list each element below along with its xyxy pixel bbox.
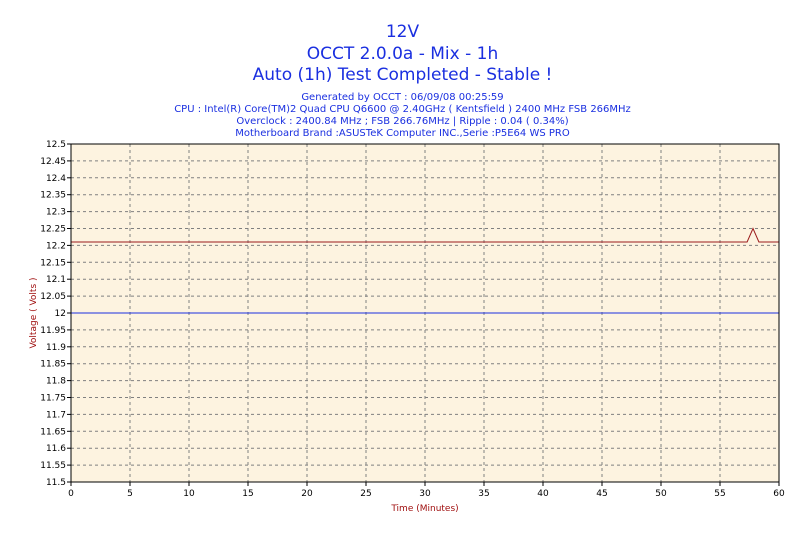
x-tick-label: 25 xyxy=(360,489,371,499)
y-tick-label: 12.1 xyxy=(46,275,66,285)
x-tick-label: 35 xyxy=(478,489,489,499)
x-tick-label: 50 xyxy=(655,489,667,499)
y-tick-label: 12.25 xyxy=(40,225,66,235)
y-tick-label: 12.3 xyxy=(46,208,66,218)
x-tick-label: 10 xyxy=(183,489,195,499)
y-tick-label: 11.5 xyxy=(46,478,66,488)
test-status: Auto (1h) Test Completed - Stable ! xyxy=(252,65,553,85)
y-tick-label: 11.85 xyxy=(40,360,66,370)
series-layer xyxy=(71,227,779,314)
chart-subtitle: OCCT 2.0.0a - Mix - 1h xyxy=(306,44,499,64)
y-tick-label: 12.45 xyxy=(40,157,66,167)
x-tick-label: 40 xyxy=(537,489,549,499)
y-tick-label: 11.75 xyxy=(40,394,66,404)
x-tick-label: 60 xyxy=(773,489,785,499)
y-tick-label: 12.4 xyxy=(46,174,66,184)
x-tick-label: 20 xyxy=(301,489,313,499)
y-tick-label: 12.2 xyxy=(46,241,66,251)
y-tick-label: 12 xyxy=(55,309,66,319)
x-tick-label: 15 xyxy=(242,489,253,499)
x-axis: 0 5 10 15 20 25 30 35 40 45 50 55 60 xyxy=(68,482,785,499)
x-axis-label: Time (Minutes) xyxy=(390,504,458,514)
x-tick-label: 45 xyxy=(596,489,607,499)
y-tick-label: 12.35 xyxy=(40,191,66,201)
cpu-info: CPU : Intel(R) Core(TM)2 Quad CPU Q6600 … xyxy=(174,104,631,115)
y-tick-label: 12.05 xyxy=(40,292,66,302)
x-tick-label: 0 xyxy=(68,489,74,499)
y-tick-label: 11.9 xyxy=(46,343,66,353)
y-tick-label: 12.5 xyxy=(46,140,66,150)
y-tick-label: 11.95 xyxy=(40,326,66,336)
y-tick-label: 11.8 xyxy=(46,377,66,387)
chart-title: 12V xyxy=(385,22,420,42)
generated-info: Generated by OCCT : 06/09/08 00:25:59 xyxy=(301,92,504,103)
y-tick-label: 12.15 xyxy=(40,258,66,268)
y-tick-label: 11.55 xyxy=(40,461,66,471)
y-tick-label: 11.7 xyxy=(46,410,66,420)
y-axis-label: Voltage ( Volts ) xyxy=(29,277,39,348)
y-tick-label: 11.65 xyxy=(40,427,66,437)
overclock-info: Overclock : 2400.84 MHz ; FSB 266.76MHz … xyxy=(236,116,569,127)
x-tick-label: 5 xyxy=(127,489,133,499)
series-line-measured xyxy=(71,227,779,243)
motherboard-info: Motherboard Brand :ASUSTeK Computer INC.… xyxy=(235,128,570,139)
y-axis: 12.5 12.45 12.4 12.35 12.3 12.25 12.2 12.15 12.1… xyxy=(40,140,71,488)
x-tick-label: 55 xyxy=(714,489,725,499)
x-tick-label: 30 xyxy=(419,489,431,499)
y-tick-label: 11.6 xyxy=(46,444,66,454)
